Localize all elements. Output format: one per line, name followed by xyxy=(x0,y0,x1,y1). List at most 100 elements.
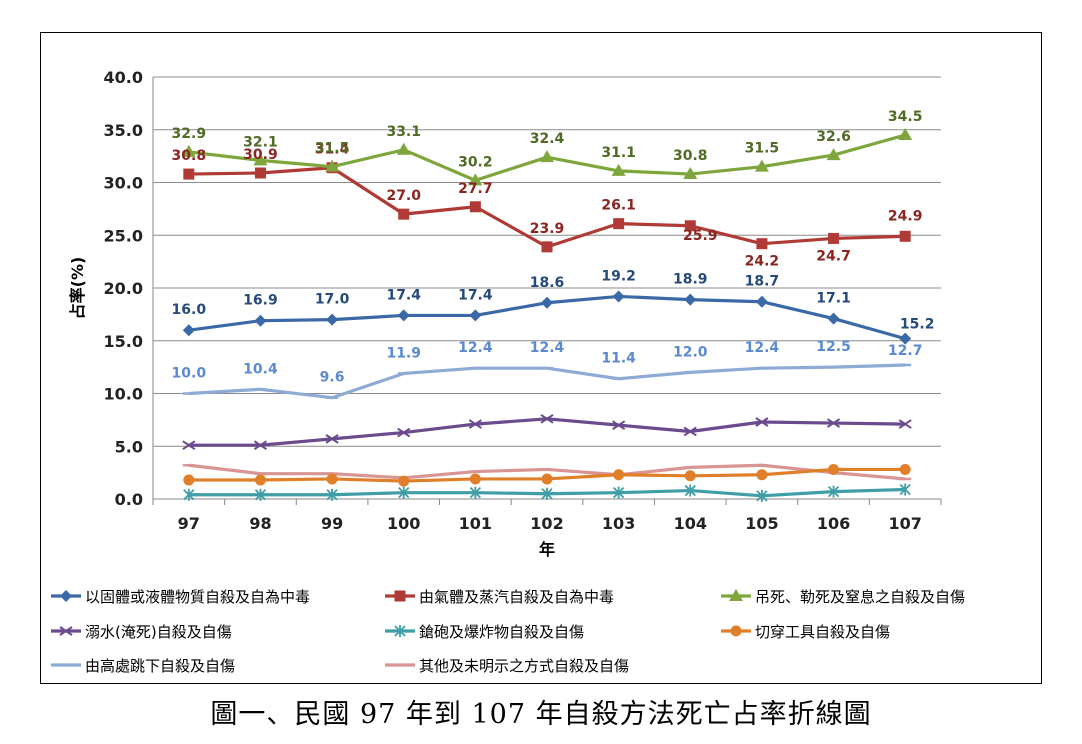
x-tick-label: 102 xyxy=(530,514,563,533)
data-point-marker xyxy=(469,473,481,485)
data-label: 17.1 xyxy=(816,291,851,307)
data-point-marker xyxy=(254,474,266,486)
legend-label: 溺水(淹死)自殺及自傷 xyxy=(85,623,232,641)
data-point-marker xyxy=(254,488,267,501)
data-point-marker xyxy=(899,332,912,345)
data-point-marker xyxy=(826,148,841,161)
axes: 0.0 5.0 10.0 15.0 20.0 25.0 30.0 35.0 40.0 97 98 99… xyxy=(68,68,942,559)
data-point-marker xyxy=(612,290,625,303)
data-point-marker xyxy=(756,469,768,481)
data-label: 15.2 xyxy=(900,317,935,333)
x-tick-label: 104 xyxy=(674,514,707,533)
data-label: 11.9 xyxy=(386,345,421,361)
data-point-marker xyxy=(683,426,697,437)
data-point-marker xyxy=(325,434,339,444)
data-point-marker xyxy=(755,417,769,427)
legend-item: 由氣體及蒸汽自殺及自為中毒 xyxy=(385,588,614,606)
data-label: 16.9 xyxy=(243,293,278,309)
data-point-marker xyxy=(253,153,268,166)
data-point-marker xyxy=(730,625,742,637)
data-point-marker xyxy=(326,473,338,485)
data-label: 25.9 xyxy=(683,228,718,244)
y-tick-label: 25.0 xyxy=(104,226,143,245)
data-label: 12.7 xyxy=(888,343,923,359)
data-label: 30.8 xyxy=(673,148,708,164)
data-point-marker xyxy=(899,463,911,475)
data-point-marker xyxy=(827,485,840,498)
data-label: 31.4 xyxy=(315,142,350,158)
legend-label: 以固體或液體物質自殺及自為中毒 xyxy=(85,588,310,606)
data-labels: 16.0 16.9 17.0 17.4 17.4 18.6 19.2 18.9 18.7 17.1… xyxy=(172,109,935,386)
data-point-marker xyxy=(183,474,195,486)
data-point-marker xyxy=(540,413,554,424)
data-point-marker xyxy=(541,487,553,500)
y-tick-label: 20.0 xyxy=(104,279,143,298)
data-point-marker xyxy=(59,626,73,636)
data-point-marker xyxy=(729,589,743,601)
data-label: 12.5 xyxy=(816,339,851,355)
legend-label: 其他及未明示之方式自殺及自傷 xyxy=(419,657,629,675)
data-label: 24.2 xyxy=(745,254,780,270)
data-label: 31.1 xyxy=(601,145,636,161)
data-label: 30.9 xyxy=(243,147,278,163)
y-tick-label: 0.0 xyxy=(115,490,143,509)
y-axis-title: 占率(%) xyxy=(68,257,87,320)
x-tick-label: 100 xyxy=(387,514,420,533)
figure-caption: 圖一、民國 97 年到 107 年自殺方法死亡占率折線圖 xyxy=(210,699,872,730)
data-point-marker xyxy=(398,208,410,220)
x-tick-label: 101 xyxy=(459,514,492,533)
data-point-marker xyxy=(60,590,72,602)
data-point-marker xyxy=(326,488,338,501)
data-label: 17.4 xyxy=(386,287,421,303)
series-line xyxy=(188,417,906,447)
data-label: 32.6 xyxy=(816,129,851,145)
data-label: 18.7 xyxy=(745,274,780,290)
data-point-marker xyxy=(182,324,195,337)
data-point-marker xyxy=(827,312,840,325)
data-point-marker xyxy=(183,488,195,501)
data-point-marker xyxy=(611,163,626,176)
data-point-marker xyxy=(325,159,340,172)
data-point-marker xyxy=(468,419,482,429)
data-point-marker xyxy=(469,486,482,499)
data-label: 23.9 xyxy=(530,221,565,237)
data-label: 32.1 xyxy=(243,134,278,150)
data-label: 12.4 xyxy=(530,340,565,356)
y-tick-label: 30.0 xyxy=(104,174,143,193)
data-label: 32.9 xyxy=(172,126,207,142)
legend-item: 由高處跳下自殺及自傷 xyxy=(51,657,235,675)
data-point-marker xyxy=(541,296,553,309)
data-label: 30.2 xyxy=(458,154,493,170)
data-label: 24.9 xyxy=(888,208,923,224)
data-label: 12.0 xyxy=(673,344,708,360)
y-tick-label: 40.0 xyxy=(104,68,143,87)
x-tick-label: 99 xyxy=(321,514,343,533)
data-point-marker xyxy=(397,309,410,322)
data-point-marker xyxy=(612,420,626,430)
data-label: 24.7 xyxy=(816,248,851,264)
data-label: 19.2 xyxy=(601,268,636,284)
legend-item: 溺水(淹死)自殺及自傷 xyxy=(51,623,232,641)
data-label: 26.1 xyxy=(601,198,636,214)
data-label: 31.5 xyxy=(315,141,350,157)
data-point-marker xyxy=(254,167,266,179)
legend: 以固體或液體物質自殺及自為中毒 由氣體及蒸汽自殺及自為中毒 吊死、勒死及窒息之自殺及… xyxy=(51,588,965,675)
data-point-marker xyxy=(612,486,625,499)
legend-item: 切穿工具自殺及自傷 xyxy=(721,623,890,641)
chart-frame: 0.0 5.0 10.0 15.0 20.0 25.0 30.0 35.0 40.0 97 98 99… xyxy=(40,32,1042,684)
data-label: 17.4 xyxy=(458,287,493,303)
data-point-marker xyxy=(613,218,625,230)
data-point-marker xyxy=(469,201,481,213)
x-tick-label: 98 xyxy=(249,514,271,533)
y-tick-label: 35.0 xyxy=(104,121,143,140)
legend-item: 吊死、勒死及窒息之自殺及自傷 xyxy=(721,588,965,606)
x-tick-label: 105 xyxy=(745,514,778,533)
data-point-marker xyxy=(684,484,696,497)
data-label: 18.9 xyxy=(673,272,708,288)
data-label: 33.1 xyxy=(386,124,421,140)
data-point-marker xyxy=(469,309,482,322)
data-point-marker xyxy=(254,314,267,327)
data-label: 27.7 xyxy=(458,181,493,197)
data-point-marker xyxy=(541,473,553,485)
data-point-marker xyxy=(898,419,912,429)
